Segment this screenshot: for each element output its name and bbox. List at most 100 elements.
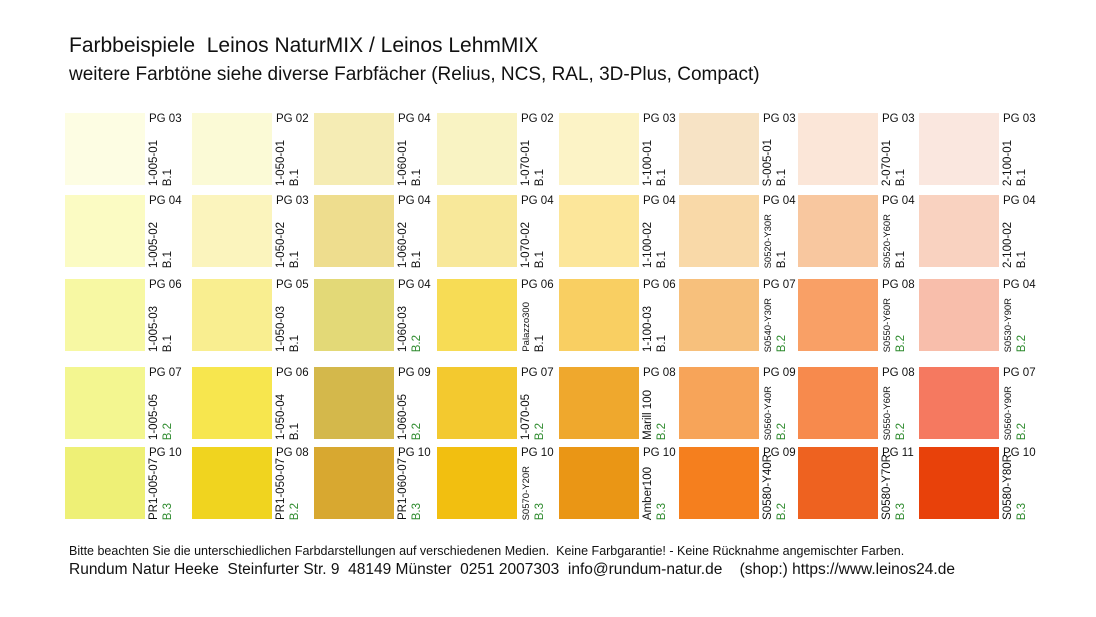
color-code: Palazzo300 — [521, 302, 532, 352]
color-code-block: 1-060-02 B.1 — [397, 206, 427, 268]
swatch-card: PG 10 S0580-Y80R B.3 — [919, 447, 1037, 522]
swatch-card: PG 03 2-070-01 B.1 — [798, 113, 916, 188]
color-code-block: 2-070-01 B.1 — [881, 124, 911, 186]
color-swatch — [559, 367, 639, 439]
base-class-label: B.2 — [1016, 422, 1028, 440]
base-class-label: B.2 — [895, 334, 907, 352]
base-class-label: B.1 — [656, 250, 668, 268]
color-swatch — [437, 195, 517, 267]
color-code: 1-005-01 — [148, 139, 160, 186]
color-swatch — [559, 447, 639, 519]
color-code-block: S0520-Y60R B.1 — [881, 206, 911, 268]
color-swatch — [192, 279, 272, 351]
color-code-block: 1-005-05 B.2 — [148, 378, 178, 440]
price-group-label: PG 06 — [149, 279, 182, 291]
color-swatch — [314, 279, 394, 351]
swatch-card: PG 04 1-100-02 B.1 — [559, 195, 677, 270]
color-code: 2-100-01 — [1002, 139, 1014, 186]
color-swatch — [192, 195, 272, 267]
color-code: 1-005-02 — [148, 221, 160, 268]
base-class-label: B.1 — [1016, 168, 1028, 186]
color-code-block: S0580-Y70R B.3 — [881, 454, 911, 520]
swatch-card: PG 02 1-070-01 B.1 — [437, 113, 555, 188]
color-code: 1-050-01 — [275, 139, 287, 186]
swatch-card: PG 06 Palazzo300 B.1 — [437, 279, 555, 354]
color-swatch — [919, 367, 999, 439]
color-code-block: S0580-Y80R B.3 — [1002, 454, 1032, 520]
swatch-card: PG 08 S0550-Y60R B.2 — [798, 279, 916, 354]
color-code: 1-060-03 — [397, 305, 409, 352]
swatch-card: PG 04 2-100-02 B.1 — [919, 195, 1037, 270]
price-group-label: PG 04 — [398, 279, 431, 291]
color-code-block: 1-050-02 B.1 — [275, 206, 305, 268]
price-group-label: PG 02 — [521, 113, 554, 125]
price-group-label: PG 08 — [276, 447, 309, 459]
color-code: Amber100 — [642, 466, 654, 520]
color-swatch — [798, 367, 878, 439]
base-class-label: B.3 — [534, 502, 546, 520]
color-code: 1-100-02 — [642, 221, 654, 268]
color-swatch — [192, 113, 272, 185]
color-code-block: PR1-060-07 B.3 — [397, 458, 427, 520]
color-swatch — [679, 447, 759, 519]
price-group-label: PG 08 — [882, 367, 915, 379]
base-class-label: B.1 — [411, 250, 423, 268]
swatch-card: PG 03 1-050-02 B.1 — [192, 195, 310, 270]
base-class-label: B.1 — [895, 250, 907, 268]
price-group-label: PG 04 — [149, 195, 182, 207]
color-code: S0580-Y80R — [1002, 454, 1014, 520]
color-swatch — [679, 195, 759, 267]
price-group-label: PG 07 — [521, 367, 554, 379]
color-code: 2-070-01 — [881, 139, 893, 186]
color-code: 1-060-05 — [397, 393, 409, 440]
swatch-card: PG 04 S0520-Y60R B.1 — [798, 195, 916, 270]
price-group-label: PG 03 — [763, 113, 796, 125]
swatch-card: PG 10 PR1-005-07 B.3 — [65, 447, 183, 522]
color-code: PR1-060-07 — [397, 457, 409, 520]
swatch-card: PG 07 S0560-Y90R B.2 — [919, 367, 1037, 442]
color-code: S0560-Y40R — [763, 385, 774, 440]
base-class-label: B.1 — [534, 168, 546, 186]
swatch-card: PG 10 S0570-Y20R B.3 — [437, 447, 555, 522]
color-code: 2-100-02 — [1002, 221, 1014, 268]
color-swatch — [314, 367, 394, 439]
price-group-label: PG 11 — [882, 447, 914, 459]
swatch-card: PG 04 1-070-02 B.1 — [437, 195, 555, 270]
base-class-label: B.1 — [289, 334, 301, 352]
color-code: 1-060-01 — [397, 139, 409, 186]
page-title: Farbbeispiele Leinos NaturMIX / Leinos L… — [69, 34, 539, 57]
price-group-label: PG 08 — [643, 367, 676, 379]
price-group-label: PG 08 — [882, 279, 915, 291]
swatch-card: PG 08 S0550-Y60R B.2 — [798, 367, 916, 442]
swatch-card: PG 04 S0530-Y90R B.2 — [919, 279, 1037, 354]
color-code: 1-070-05 — [520, 393, 532, 440]
color-swatch — [65, 447, 145, 519]
swatch-card: PG 08 PR1-050-07 B.2 — [192, 447, 310, 522]
color-swatch — [65, 195, 145, 267]
price-group-label: PG 04 — [398, 195, 431, 207]
price-group-label: PG 04 — [1003, 195, 1036, 207]
price-group-label: PG 07 — [763, 279, 796, 291]
base-class-label: B.1 — [656, 168, 668, 186]
price-group-label: PG 04 — [882, 195, 915, 207]
swatch-card: PG 08 Marill 100 B.2 — [559, 367, 677, 442]
swatch-card: PG 11 S0580-Y70R B.3 — [798, 447, 916, 522]
color-code-block: 1-005-01 B.1 — [148, 124, 178, 186]
color-code-block: S0560-Y40R B.2 — [762, 378, 792, 440]
color-swatch — [798, 113, 878, 185]
base-class-label: B.2 — [411, 422, 423, 440]
color-code: S0540-Y30R — [763, 297, 774, 352]
color-swatch — [798, 279, 878, 351]
color-swatch — [314, 447, 394, 519]
base-class-label: B.2 — [895, 422, 907, 440]
base-class-label: B.3 — [411, 502, 423, 520]
color-code-block: S0540-Y30R B.2 — [762, 290, 792, 352]
color-swatch — [437, 367, 517, 439]
color-swatch — [314, 195, 394, 267]
swatch-card: PG 04 1-060-03 B.2 — [314, 279, 432, 354]
color-code-block: PR1-005-07 B.3 — [148, 458, 178, 520]
price-group-label: PG 04 — [521, 195, 554, 207]
price-group-label: PG 10 — [521, 447, 554, 459]
price-group-label: PG 06 — [276, 367, 309, 379]
base-class-label: B.1 — [162, 168, 174, 186]
